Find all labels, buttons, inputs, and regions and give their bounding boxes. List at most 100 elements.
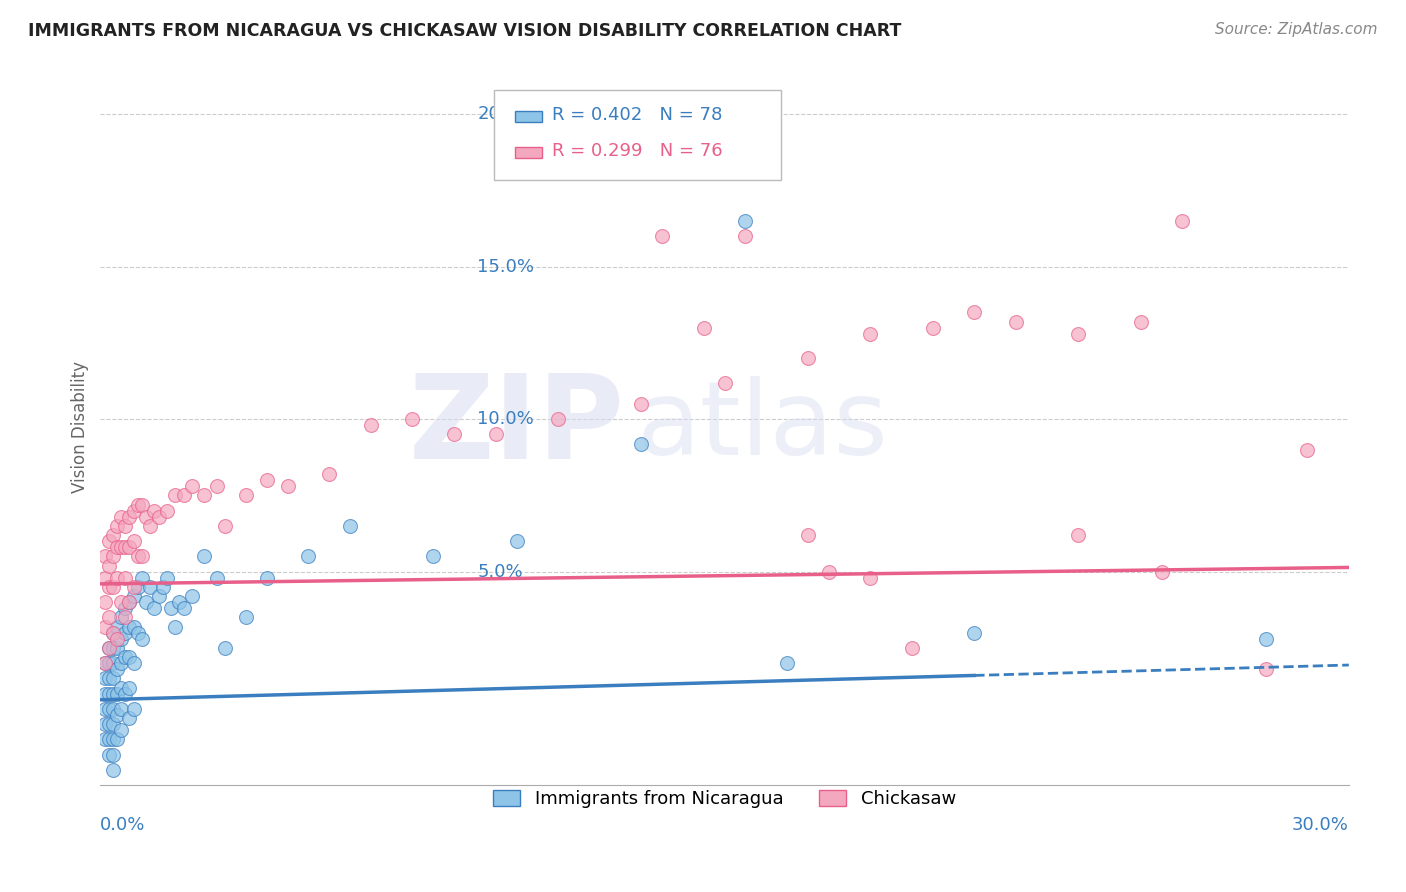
Point <box>1005 315 1028 329</box>
Point <box>963 625 986 640</box>
Point <box>105 662 128 676</box>
Point <box>156 571 179 585</box>
Point <box>651 229 673 244</box>
Point <box>118 681 141 695</box>
Point <box>360 418 382 433</box>
Text: Source: ZipAtlas.com: Source: ZipAtlas.com <box>1215 22 1378 37</box>
Point <box>165 619 187 633</box>
Point <box>110 595 132 609</box>
Point <box>97 656 120 670</box>
Point <box>127 498 149 512</box>
Point <box>110 632 132 646</box>
Text: atlas: atlas <box>637 376 889 477</box>
Point <box>180 479 202 493</box>
Point <box>97 687 120 701</box>
Point <box>205 571 228 585</box>
Point <box>131 632 153 646</box>
Point <box>101 717 124 731</box>
Text: 15.0%: 15.0% <box>478 258 534 276</box>
Point <box>114 519 136 533</box>
Point <box>180 589 202 603</box>
Point <box>165 488 187 502</box>
Point <box>105 708 128 723</box>
Point <box>547 412 569 426</box>
Point <box>131 498 153 512</box>
Point <box>101 702 124 716</box>
Point <box>114 625 136 640</box>
Point <box>143 504 166 518</box>
Point <box>485 427 508 442</box>
Point <box>1171 214 1194 228</box>
Point <box>118 595 141 609</box>
Point <box>97 534 120 549</box>
Point <box>173 601 195 615</box>
Point <box>93 656 115 670</box>
Point <box>173 488 195 502</box>
Point <box>118 541 141 555</box>
Point <box>797 351 820 366</box>
Point <box>1150 565 1173 579</box>
Point <box>135 509 157 524</box>
Point <box>93 672 115 686</box>
Point <box>148 589 170 603</box>
Point <box>131 549 153 564</box>
Point <box>127 549 149 564</box>
Point <box>97 610 120 624</box>
Point <box>93 571 115 585</box>
Point <box>101 625 124 640</box>
Point <box>127 625 149 640</box>
Point <box>122 656 145 670</box>
Point <box>339 519 361 533</box>
Text: ZIP: ZIP <box>409 369 624 484</box>
Point <box>105 519 128 533</box>
Point <box>277 479 299 493</box>
Point <box>214 640 236 655</box>
Point <box>797 528 820 542</box>
Y-axis label: Vision Disability: Vision Disability <box>72 361 89 493</box>
Point <box>118 595 141 609</box>
Point <box>105 632 128 646</box>
Point <box>110 723 132 738</box>
Point <box>110 702 132 716</box>
FancyBboxPatch shape <box>515 147 543 158</box>
Point <box>118 711 141 725</box>
Point <box>422 549 444 564</box>
Point <box>776 656 799 670</box>
Point <box>97 717 120 731</box>
Point <box>97 702 120 716</box>
Point <box>105 541 128 555</box>
Point <box>160 601 183 615</box>
Point <box>93 717 115 731</box>
Point <box>93 549 115 564</box>
Point <box>214 519 236 533</box>
Point <box>148 509 170 524</box>
Point <box>135 595 157 609</box>
Point <box>118 509 141 524</box>
Point <box>93 687 115 701</box>
Point <box>105 640 128 655</box>
Point <box>114 601 136 615</box>
Point <box>963 305 986 319</box>
Point <box>114 687 136 701</box>
Point <box>734 214 756 228</box>
Point <box>101 763 124 777</box>
Point <box>693 320 716 334</box>
Point <box>193 549 215 564</box>
Text: 10.0%: 10.0% <box>478 410 534 428</box>
Point <box>297 549 319 564</box>
Point <box>97 672 120 686</box>
FancyBboxPatch shape <box>494 90 780 179</box>
Point <box>110 656 132 670</box>
Point <box>114 571 136 585</box>
Point <box>101 580 124 594</box>
Point <box>859 571 882 585</box>
Point <box>401 412 423 426</box>
Point <box>505 534 527 549</box>
Point <box>169 595 191 609</box>
Point <box>131 571 153 585</box>
Point <box>101 656 124 670</box>
Point <box>97 640 120 655</box>
Text: 30.0%: 30.0% <box>1292 815 1348 834</box>
Point <box>122 534 145 549</box>
Point <box>105 687 128 701</box>
